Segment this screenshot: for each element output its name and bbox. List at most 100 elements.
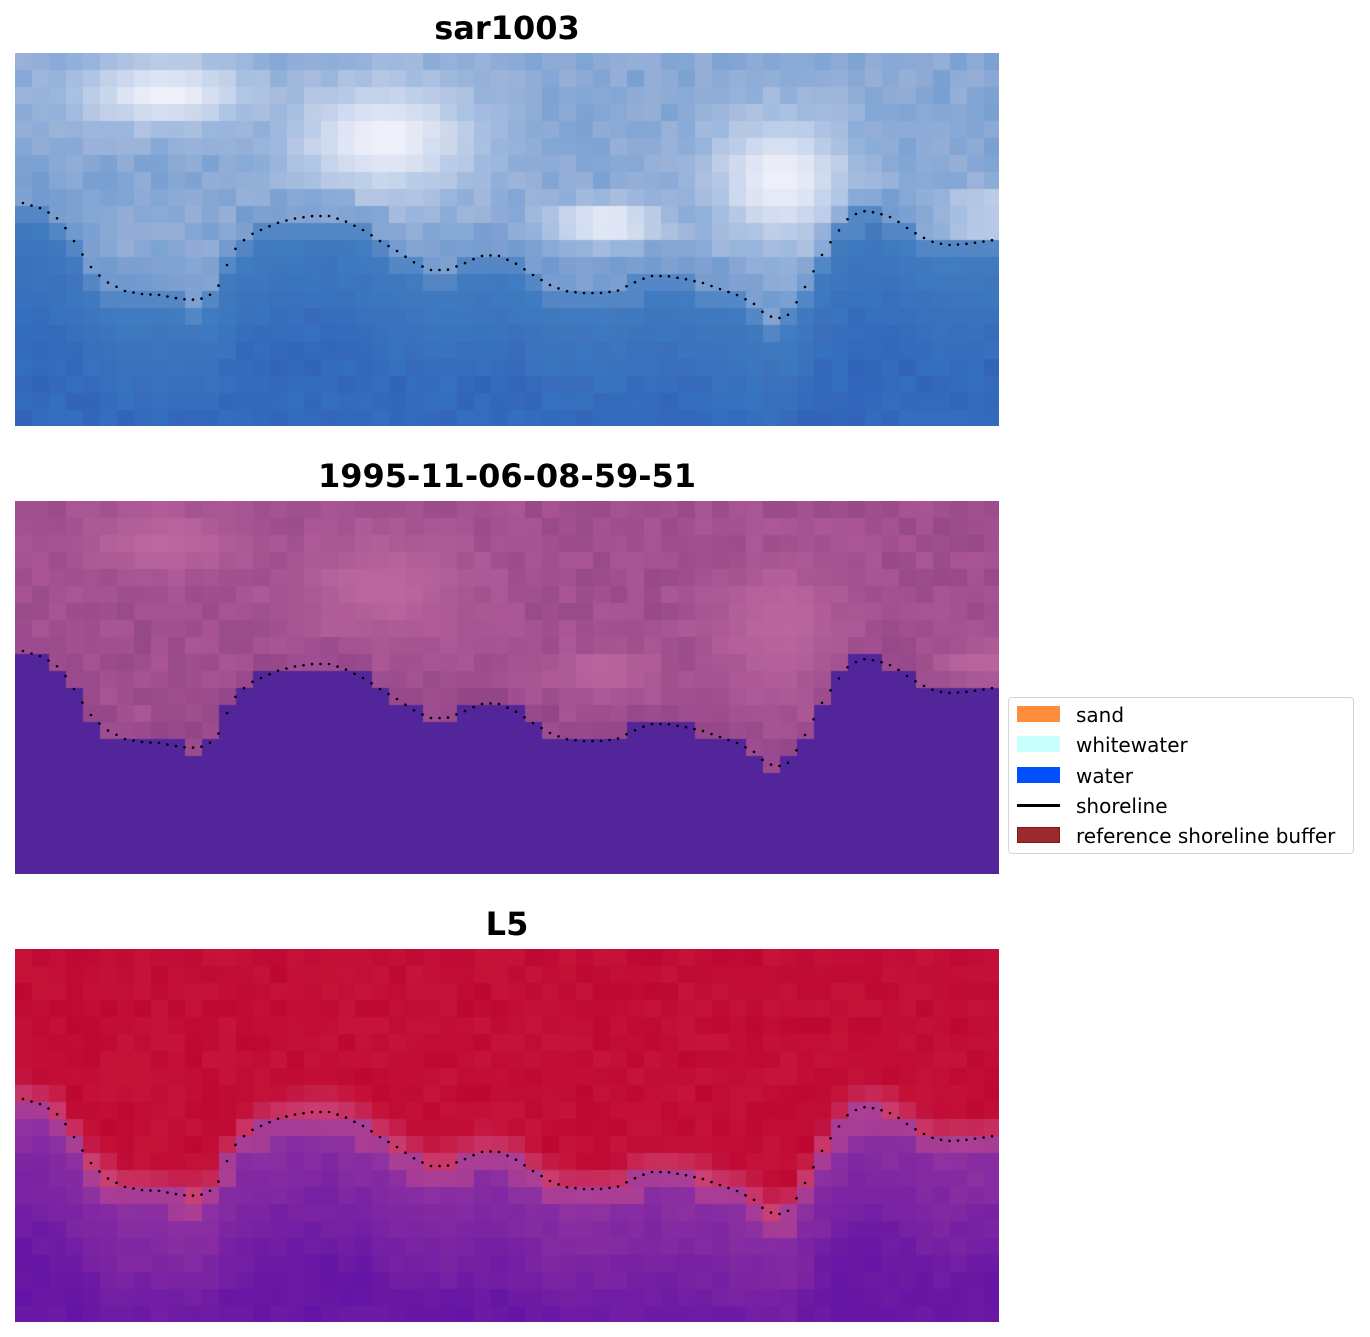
shoreline-point bbox=[55, 217, 59, 220]
shoreline-point bbox=[557, 735, 560, 738]
shoreline-point bbox=[259, 228, 263, 232]
shoreline-point bbox=[701, 281, 705, 285]
shoreline-point bbox=[778, 1212, 781, 1216]
shoreline-point bbox=[871, 658, 875, 662]
shoreline-point bbox=[89, 1161, 93, 1165]
shoreline-point bbox=[115, 285, 118, 289]
shoreline-point bbox=[89, 265, 93, 269]
shoreline-point bbox=[948, 691, 951, 695]
shoreline-point bbox=[582, 739, 586, 743]
shoreline-point bbox=[795, 1197, 798, 1200]
shoreline-point bbox=[633, 1176, 637, 1180]
shoreline-point bbox=[752, 1198, 756, 1202]
shoreline-point bbox=[251, 680, 254, 684]
shoreline-point bbox=[820, 253, 824, 257]
shoreline-point bbox=[208, 1189, 212, 1193]
shoreline-point bbox=[174, 1192, 178, 1196]
shoreline-point bbox=[914, 231, 917, 235]
shoreline-point bbox=[591, 1187, 594, 1191]
shoreline-point bbox=[506, 1154, 509, 1157]
shoreline-point bbox=[370, 234, 373, 237]
shoreline-point bbox=[625, 285, 628, 288]
shoreline-point bbox=[72, 239, 76, 243]
shoreline-point bbox=[599, 291, 603, 295]
shoreline-point bbox=[293, 665, 297, 668]
shoreline-point bbox=[21, 201, 25, 205]
shoreline-point bbox=[72, 1135, 76, 1139]
shoreline-point bbox=[149, 1189, 152, 1192]
shoreline-point bbox=[497, 1150, 501, 1154]
shoreline-point bbox=[684, 725, 688, 729]
shoreline-point bbox=[268, 1120, 271, 1124]
shoreline-point bbox=[140, 292, 144, 296]
shoreline-point bbox=[353, 224, 356, 228]
shoreline-point bbox=[956, 691, 960, 694]
legend-label-shoreline: shoreline bbox=[1076, 794, 1168, 818]
shoreline-point bbox=[21, 1097, 25, 1101]
shoreline-point bbox=[829, 1137, 832, 1140]
shoreline-point bbox=[276, 221, 280, 225]
shoreline-point bbox=[599, 739, 603, 743]
shoreline-point bbox=[497, 702, 501, 706]
shoreline-point bbox=[531, 273, 535, 277]
shoreline-point bbox=[319, 1110, 322, 1114]
shoreline-point bbox=[633, 280, 637, 284]
shoreline-point bbox=[183, 298, 186, 301]
legend-label-sand: sand bbox=[1076, 703, 1125, 727]
shoreline-point bbox=[557, 1183, 560, 1186]
shoreline-point bbox=[242, 686, 246, 690]
shoreline-point bbox=[285, 667, 288, 670]
shoreline-point bbox=[404, 1151, 407, 1154]
legend-item-reference-buffer: reference shoreline buffer bbox=[1017, 824, 1351, 848]
shoreline-point bbox=[931, 1136, 934, 1140]
shoreline-point bbox=[302, 215, 305, 219]
shoreline-point bbox=[327, 1110, 331, 1114]
shoreline-point bbox=[727, 1186, 730, 1190]
shoreline-point bbox=[786, 761, 790, 765]
shoreline-point bbox=[378, 1135, 382, 1139]
shoreline-point bbox=[480, 702, 484, 706]
shoreline-point bbox=[217, 284, 220, 287]
shoreline-point bbox=[965, 242, 968, 246]
shoreline-point bbox=[548, 1179, 552, 1183]
shoreline-point bbox=[81, 701, 84, 704]
shoreline-point bbox=[302, 1111, 305, 1115]
shoreline-point bbox=[463, 709, 467, 713]
shoreline-point bbox=[599, 1187, 603, 1191]
shoreline-point bbox=[81, 1149, 84, 1152]
shoreline-point bbox=[319, 214, 322, 218]
shoreline-point bbox=[973, 689, 977, 692]
shoreline-point bbox=[200, 1193, 203, 1196]
shoreline-point bbox=[871, 1106, 875, 1110]
shoreline-point bbox=[259, 676, 263, 680]
shoreline-overlay bbox=[21, 201, 994, 320]
shoreline-point bbox=[225, 711, 229, 715]
shoreline-point bbox=[820, 1149, 824, 1153]
shoreline-point bbox=[642, 277, 645, 280]
water-swatch bbox=[1017, 767, 1060, 783]
shoreline-point bbox=[608, 1186, 611, 1190]
shoreline-point bbox=[429, 268, 433, 272]
shoreline-point bbox=[310, 662, 314, 666]
shoreline-point bbox=[718, 735, 722, 739]
shoreline-point bbox=[217, 1180, 220, 1183]
shoreline-point bbox=[761, 310, 764, 314]
shoreline-point bbox=[336, 217, 339, 220]
shoreline-point bbox=[854, 212, 858, 216]
shoreline-point bbox=[174, 744, 178, 748]
shoreline-point bbox=[659, 1170, 662, 1174]
shoreline-point bbox=[982, 688, 985, 691]
shoreline-point bbox=[880, 212, 883, 216]
shoreline-point bbox=[140, 1188, 144, 1192]
shoreline-point bbox=[319, 662, 322, 666]
shoreline-point bbox=[489, 254, 492, 257]
shoreline-point bbox=[497, 254, 501, 258]
shoreline-point bbox=[854, 1108, 858, 1112]
shoreline-point bbox=[880, 1108, 883, 1112]
shoreline-point bbox=[523, 268, 526, 271]
shoreline-point bbox=[990, 686, 994, 690]
shoreline-point bbox=[344, 1116, 348, 1119]
shoreline-point bbox=[846, 1114, 849, 1117]
shoreline-point bbox=[268, 672, 271, 676]
shoreline-point bbox=[880, 660, 883, 664]
